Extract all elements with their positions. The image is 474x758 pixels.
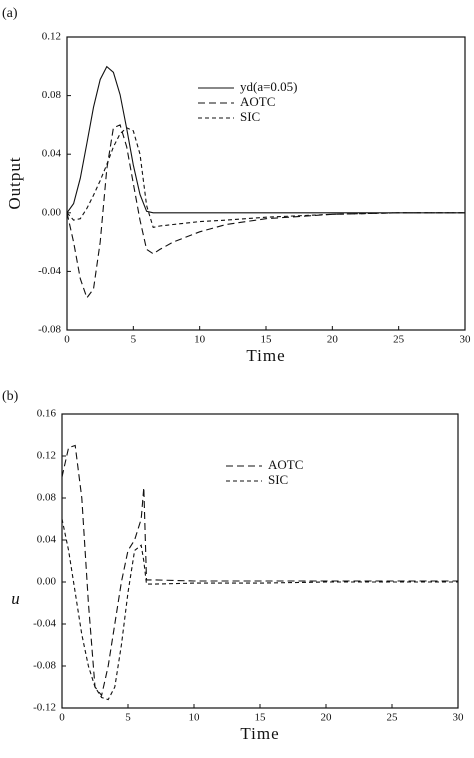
y-tick-label: -0.04 bbox=[38, 265, 61, 277]
series-line bbox=[66, 124, 465, 299]
x-tick-label: 0 bbox=[64, 334, 70, 346]
y-tick-label: 0.12 bbox=[42, 31, 61, 43]
panel-label: (a) bbox=[2, 6, 18, 21]
y-tick-label: 0.08 bbox=[42, 89, 62, 101]
y-axis-label: Output bbox=[5, 156, 24, 209]
x-tick-label: 25 bbox=[387, 712, 399, 724]
y-tick-label: 0.16 bbox=[37, 408, 57, 420]
x-tick-label: 15 bbox=[255, 712, 267, 724]
x-tick-label: 0 bbox=[59, 712, 65, 724]
legend-label: yd(a=0.05) bbox=[240, 79, 298, 94]
x-tick-label: 30 bbox=[460, 334, 472, 346]
x-tick-label: 20 bbox=[321, 712, 333, 724]
x-axis-label: Time bbox=[246, 346, 285, 365]
y-tick-label: 0.00 bbox=[42, 206, 62, 218]
panel-label: (b) bbox=[2, 389, 19, 404]
legend-label: SIC bbox=[240, 109, 260, 124]
y-tick-label: -0.04 bbox=[33, 618, 56, 630]
x-tick-label: 25 bbox=[393, 334, 405, 346]
legend-label: SIC bbox=[268, 472, 288, 487]
x-tick-label: 5 bbox=[131, 334, 137, 346]
y-tick-label: 0.04 bbox=[42, 148, 62, 160]
y-tick-label: -0.08 bbox=[38, 324, 61, 336]
y-tick-label: -0.12 bbox=[33, 702, 56, 714]
x-tick-label: 5 bbox=[125, 712, 131, 724]
series-line bbox=[66, 127, 465, 229]
y-axis-label: u bbox=[11, 589, 21, 608]
x-tick-label: 10 bbox=[194, 334, 206, 346]
y-tick-label: 0.00 bbox=[37, 576, 57, 588]
legend-label: AOTC bbox=[240, 94, 275, 109]
x-tick-label: 10 bbox=[189, 712, 201, 724]
y-tick-label: 0.12 bbox=[37, 450, 56, 462]
x-tick-label: 20 bbox=[327, 334, 339, 346]
x-tick-label: 15 bbox=[261, 334, 273, 346]
y-tick-label: 0.08 bbox=[37, 492, 57, 504]
legend-label: AOTC bbox=[268, 457, 303, 472]
series-line bbox=[61, 518, 458, 701]
x-tick-label: 30 bbox=[453, 712, 465, 724]
y-tick-label: 0.04 bbox=[37, 534, 57, 546]
plot-frame bbox=[61, 413, 459, 709]
series-line bbox=[61, 444, 458, 697]
y-tick-label: -0.08 bbox=[33, 660, 56, 672]
x-axis-label: Time bbox=[240, 724, 279, 743]
series-line bbox=[66, 65, 465, 214]
